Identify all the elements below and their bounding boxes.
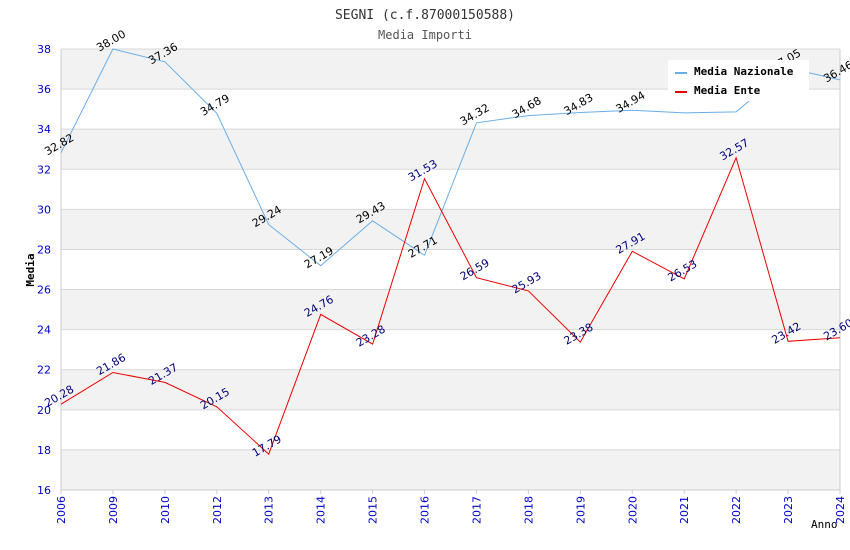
y-tick-label: 22 [37,364,51,377]
plot-band [61,129,840,170]
y-tick-label: 38 [37,43,51,56]
y-tick-label: 32 [37,163,51,176]
series-lines [60,48,841,455]
series-line-media-nazionale [60,48,841,267]
plot-band [61,449,840,490]
data-label: 34.83 [562,91,596,118]
data-label: 26.59 [458,256,492,283]
series-line-media-ente [60,156,841,455]
y-tick-label: 20 [37,404,51,417]
legend-label-national: Media Nazionale [694,65,794,78]
y-tick-label: 30 [37,203,51,216]
plot-axes [60,49,841,491]
x-tick-labels: 2006 2009 2010 2012 2013 2014 2015 2016 2017 2018… [55,490,847,524]
plot-band [61,369,840,410]
legend-label-ente: Media Ente [694,84,761,97]
data-label: 34.32 [458,101,492,128]
x-tick-label: 2024 [834,496,847,524]
y-tick-label: 24 [37,324,51,337]
x-tick-label: 2018 [522,496,535,524]
y-tick-label: 34 [37,123,51,136]
data-label: 26.53 [666,257,700,284]
x-axis-label: Anno [811,518,838,531]
x-tick-label: 2021 [678,496,691,524]
x-tick-label: 2023 [782,496,795,524]
x-tick-label: 2009 [107,496,120,524]
plot-band [61,289,840,330]
x-tick-label: 2006 [55,496,68,524]
chart-subtitle: Media Importi [378,28,472,42]
y-tick-labels: 16 18 20 22 24 26 28 30 32 34 36 38 [37,43,51,497]
x-tick-label: 2010 [159,496,172,524]
legend: Media Nazionale Media Ente [668,60,809,101]
y-tick-label: 28 [37,243,51,256]
plot-gridlines [61,48,840,491]
data-label: 34.94 [614,89,648,116]
data-label: 34.79 [198,92,232,119]
x-tick-label: 2013 [263,496,276,524]
y-tick-label: 18 [37,444,51,457]
plot-band [61,209,840,250]
y-tick-label: 16 [37,484,51,497]
x-tick-label: 2022 [730,496,743,524]
legend-box [668,60,809,101]
chart-title: SEGNI (c.f.87000150588) [335,8,515,23]
y-tick-label: 36 [37,83,51,96]
y-tick-label: 26 [37,284,51,297]
x-tick-label: 2014 [315,496,328,524]
x-tick-label: 2016 [419,496,432,524]
data-label: 34.68 [510,94,544,121]
x-tick-label: 2015 [367,496,380,524]
y-axis-label: Media [24,253,37,286]
x-tick-label: 2017 [470,496,483,524]
x-tick-label: 2020 [626,496,639,524]
plot-bands [61,49,840,490]
x-tick-label: 2019 [574,496,587,524]
x-tick-label: 2012 [211,496,224,524]
